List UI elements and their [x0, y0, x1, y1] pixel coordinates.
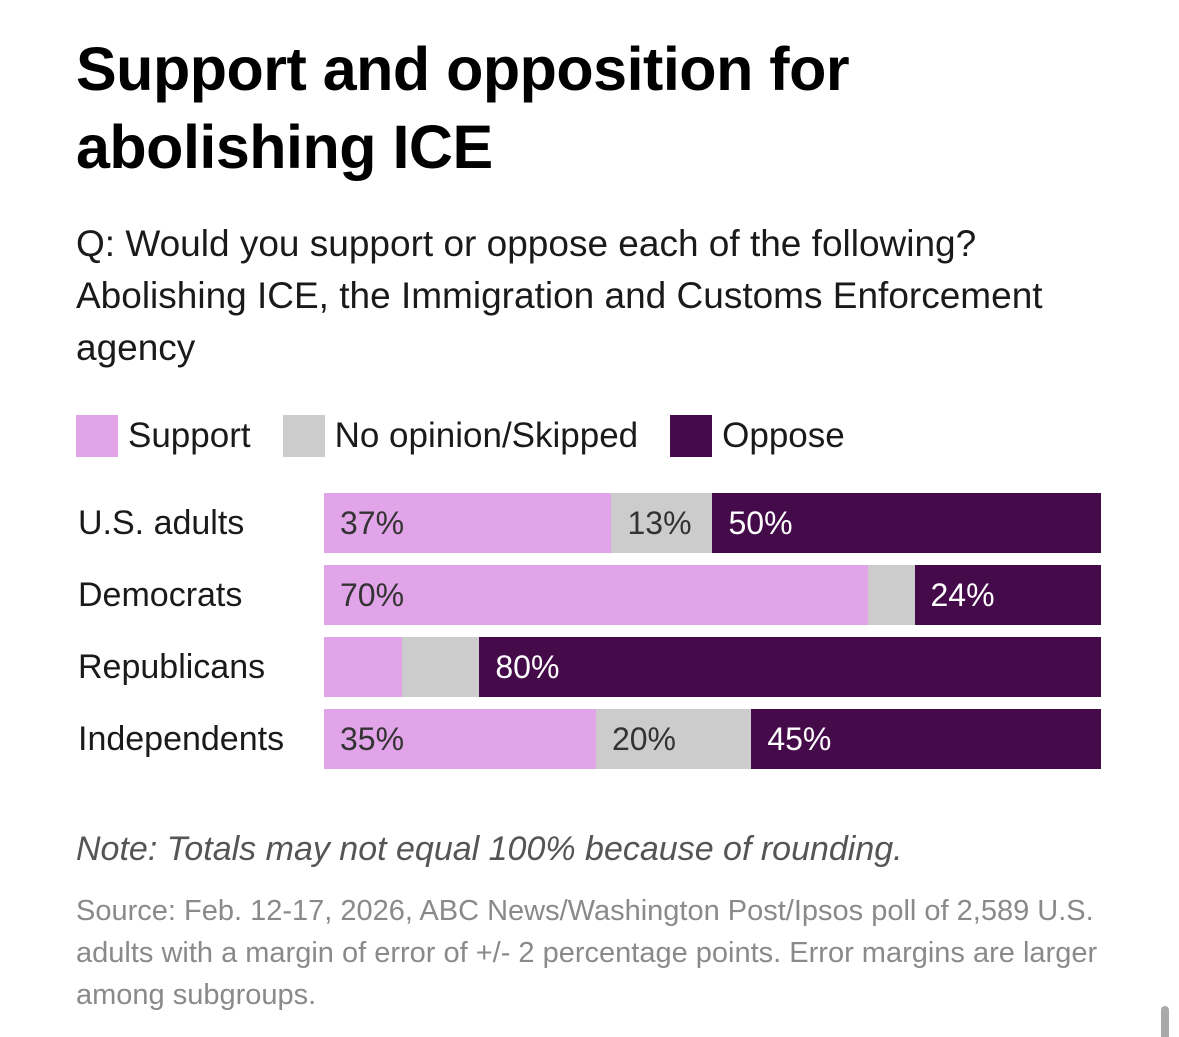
- legend-label-no-opinion: No opinion/Skipped: [334, 416, 639, 455]
- legend-item-support: Support: [76, 415, 251, 457]
- bar-row-u-s-adults: U.S. adults 37% 13% 50%: [78, 493, 1108, 553]
- legend-label-oppose: Oppose: [722, 416, 845, 455]
- data-label: 35%: [340, 721, 405, 757]
- bar-segment-no-opinion-skipped: [867, 565, 915, 625]
- bar-track: 80%: [324, 637, 1101, 697]
- bar-segment-oppose: 80%: [479, 637, 1101, 697]
- data-label: 37%: [340, 505, 405, 541]
- chart-source: Source: Feb. 12-17, 2026, ABC News/Washi…: [76, 895, 1098, 1011]
- bar-segment-support: [324, 637, 402, 697]
- bar-row-independents: Independents 35% 20% 45%: [78, 709, 1108, 769]
- data-label: 70%: [340, 577, 405, 613]
- bar-segment-no-opinion-skipped: [401, 637, 480, 697]
- legend-item-oppose: Oppose: [670, 415, 845, 457]
- legend-label-support: Support: [128, 416, 251, 455]
- bar-segment-support: 35%: [324, 709, 596, 769]
- legend: Support No opinion/Skipped Oppose: [76, 415, 877, 457]
- chart-note: Note: Totals may not equal 100% because …: [76, 830, 903, 868]
- bar-segment-no-opinion-skipped: 20%: [595, 709, 752, 769]
- data-label: 24%: [930, 577, 995, 613]
- data-label: 80%: [495, 649, 560, 685]
- bar-segment-support: 70%: [324, 565, 868, 625]
- legend-swatch-oppose: [670, 415, 713, 457]
- stacked-bar-chart: U.S. adults 37% 13% 50% Democrats 70% 24% Repub…: [78, 493, 1108, 781]
- legend-swatch-support: [76, 415, 118, 457]
- scrollbar[interactable]: [1161, 1006, 1169, 1037]
- category-label: Independents: [78, 720, 285, 758]
- bar-segment-support: 37%: [324, 493, 612, 553]
- data-label: 45%: [767, 721, 832, 757]
- data-label: 20%: [611, 721, 676, 757]
- chart-title: Support and opposition for abolishing IC…: [76, 35, 850, 181]
- bar-row-democrats: Democrats 70% 24%: [78, 565, 1108, 625]
- bar-segment-oppose: 50%: [712, 493, 1101, 553]
- bar-segment-oppose: 24%: [914, 565, 1101, 625]
- bar-segment-no-opinion-skipped: 13%: [611, 493, 713, 553]
- chart-subtitle: Q: Would you support or oppose each of t…: [76, 223, 1043, 368]
- category-label: Republicans: [78, 648, 266, 686]
- legend-swatch-no-opinion: [282, 415, 325, 457]
- bar-track: 70% 24%: [324, 565, 1101, 625]
- category-label: Democrats: [78, 576, 243, 614]
- category-label: U.S. adults: [78, 504, 245, 542]
- bar-segment-oppose: 45%: [751, 709, 1101, 769]
- data-label: 50%: [728, 505, 793, 541]
- legend-item-no-opinion: No opinion/Skipped: [282, 415, 639, 457]
- bar-track: 35% 20% 45%: [324, 709, 1101, 769]
- bar-row-republicans: Republicans 80%: [78, 637, 1108, 697]
- bar-track: 37% 13% 50%: [324, 493, 1101, 553]
- data-label: 13%: [627, 505, 692, 541]
